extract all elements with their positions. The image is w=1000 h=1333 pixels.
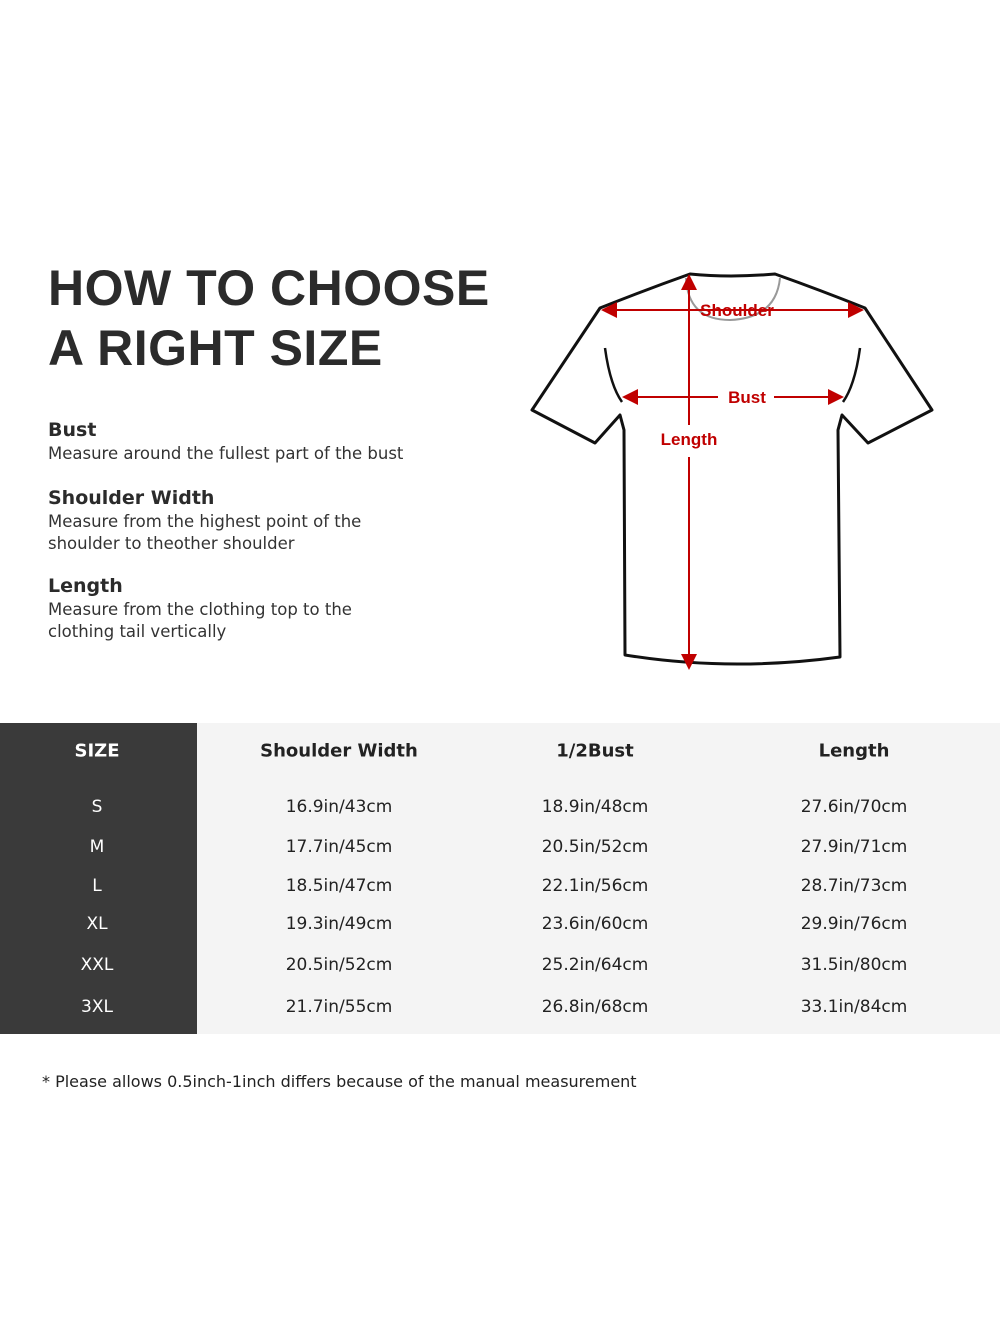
cell-size: XL bbox=[86, 914, 108, 934]
tshirt-diagram: Shoulder Bust Length bbox=[530, 272, 934, 670]
size-table: SIZE S M L XL XXL 3XL Shoulder Width 1/2Bust Len… bbox=[0, 723, 1000, 1034]
title-line-1: HOW TO CHOOSE bbox=[48, 260, 490, 316]
cell-size: 3XL bbox=[81, 997, 113, 1017]
cell-length: 27.9in/71cm bbox=[800, 837, 908, 857]
cell-shoulder-width: 17.7in/45cm bbox=[285, 837, 393, 857]
header-size: SIZE bbox=[74, 740, 120, 762]
cell-length: 29.9in/76cm bbox=[800, 914, 908, 934]
size-column: SIZE S M L XL XXL 3XL bbox=[0, 723, 197, 1034]
cell-length: 28.7in/73cm bbox=[800, 876, 908, 896]
cell-length: 33.1in/84cm bbox=[800, 997, 908, 1017]
cell-length: 31.5in/80cm bbox=[800, 955, 908, 975]
tshirt-outline bbox=[530, 272, 934, 666]
title-line-2: A RIGHT SIZE bbox=[48, 320, 383, 376]
definition-term: Bust bbox=[48, 419, 97, 441]
header-length: Length bbox=[818, 740, 890, 762]
cell-size: XXL bbox=[80, 955, 114, 975]
bust-label: Bust bbox=[728, 388, 766, 407]
cell-half-bust: 26.8in/68cm bbox=[541, 997, 649, 1017]
cell-shoulder-width: 19.3in/49cm bbox=[285, 914, 393, 934]
measurement-note: * Please allows 0.5inch-1inch differs be… bbox=[42, 1072, 637, 1091]
definition-bust: Bust Measure around the fullest part of … bbox=[48, 417, 448, 465]
definition-text: Measure from the highest point of the sh… bbox=[48, 512, 362, 553]
definition-shoulder-width: Shoulder Width Measure from the highest … bbox=[48, 485, 388, 555]
cell-shoulder-width: 20.5in/52cm bbox=[285, 955, 393, 975]
cell-shoulder-width: 18.5in/47cm bbox=[285, 876, 393, 896]
definition-term: Shoulder Width bbox=[48, 487, 215, 509]
definition-text: Measure from the clothing top to the clo… bbox=[48, 600, 352, 641]
cell-size: L bbox=[92, 876, 102, 896]
cell-shoulder-width: 21.7in/55cm bbox=[285, 997, 393, 1017]
cell-half-bust: 20.5in/52cm bbox=[541, 837, 649, 857]
cell-shoulder-width: 16.9in/43cm bbox=[285, 797, 393, 817]
header-shoulder-width: Shoulder Width bbox=[260, 740, 418, 762]
cell-size: S bbox=[91, 797, 103, 817]
cell-half-bust: 25.2in/64cm bbox=[541, 955, 649, 975]
cell-half-bust: 18.9in/48cm bbox=[541, 797, 649, 817]
cell-half-bust: 22.1in/56cm bbox=[541, 876, 649, 896]
cell-length: 27.6in/70cm bbox=[800, 797, 908, 817]
cell-size: M bbox=[89, 837, 105, 857]
length-label: Length bbox=[661, 430, 718, 449]
shoulder-label: Shoulder bbox=[700, 301, 774, 320]
header-half-bust: 1/2Bust bbox=[556, 740, 634, 762]
cell-half-bust: 23.6in/60cm bbox=[541, 914, 649, 934]
collar bbox=[685, 277, 781, 322]
page-title: HOW TO CHOOSE A RIGHT SIZE bbox=[48, 258, 490, 378]
definition-length: Length Measure from the clothing top to … bbox=[48, 573, 378, 643]
definition-term: Length bbox=[48, 575, 123, 597]
definition-text: Measure around the fullest part of the b… bbox=[48, 444, 404, 463]
